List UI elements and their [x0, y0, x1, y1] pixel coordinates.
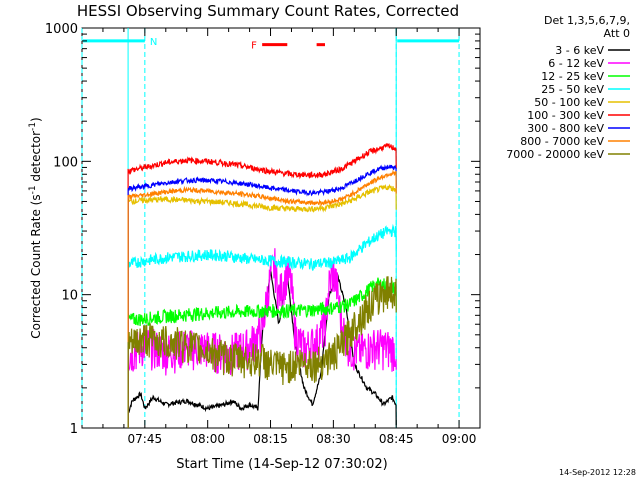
- y-tick-label-1: 1: [70, 422, 78, 437]
- y-tick-label-10: 10: [61, 289, 78, 304]
- night-marker-label: N: [150, 37, 157, 48]
- y-tick-label-100: 100: [53, 155, 78, 170]
- series-layer: [127, 142, 397, 428]
- x-tick-label-08:00: 08:00: [190, 432, 225, 446]
- series-line-12-25keV: [127, 277, 397, 428]
- y-tick-label-1000: 1000: [45, 22, 78, 37]
- legend-label-6: 300 - 800 keV: [527, 122, 604, 135]
- y-label-end: ): [29, 117, 43, 122]
- x-tick-label-09:00: 09:00: [442, 432, 477, 446]
- legend-label-7: 800 - 7000 keV: [520, 135, 604, 148]
- tick-layer: 07:45 08:00 08:15 08:30 08:45 09:00 1 10 100 1000: [45, 22, 480, 446]
- y-label-sup1: -1: [28, 185, 38, 194]
- series-line-7000-20000keV: [127, 276, 397, 428]
- chart-title: HESSI Observing Summary Count Rates, Cor…: [77, 2, 459, 20]
- x-tick-label-08:45: 08:45: [379, 432, 414, 446]
- legend-label-3: 25 - 50 keV: [541, 83, 604, 96]
- series-line-6-12keV: [127, 248, 397, 428]
- legend-label-0: 3 - 6 keV: [555, 44, 604, 57]
- y-label-sup2: -1: [28, 122, 38, 131]
- y-axis-label: Corrected Count Rate (s-1 detector-1): [28, 117, 43, 338]
- legend-label-2: 12 - 25 keV: [541, 70, 604, 83]
- series-line-100-300keV: [127, 142, 397, 428]
- legend-header-2: Att 0: [604, 27, 630, 40]
- legend-label-8: 7000 - 20000 keV: [506, 148, 604, 161]
- series-line-300-800keV: [127, 164, 397, 428]
- flare-marker-label: F: [251, 41, 257, 52]
- series-line-25-50keV: [127, 223, 397, 428]
- legend-label-1: 6 - 12 keV: [548, 57, 604, 70]
- x-axis-label: Start Time (14-Sep-12 07:30:02): [176, 457, 387, 472]
- legend-label-5: 100 - 300 keV: [527, 109, 604, 122]
- y-label-main: Corrected Count Rate (s: [29, 194, 43, 338]
- footer-date: 14-Sep-2012 12:28: [559, 468, 636, 477]
- x-tick-label-07:45: 07:45: [128, 432, 163, 446]
- legend-label-4: 50 - 100 keV: [534, 96, 604, 109]
- y-label-mid: detector: [29, 131, 43, 186]
- x-tick-label-08:30: 08:30: [316, 432, 351, 446]
- x-tick-label-08:15: 08:15: [253, 432, 288, 446]
- series-line-800-7000keV: [127, 169, 397, 428]
- legend-header-1: Det 1,3,5,6,7,9,: [544, 14, 630, 27]
- series-line-50-100keV: [127, 183, 397, 428]
